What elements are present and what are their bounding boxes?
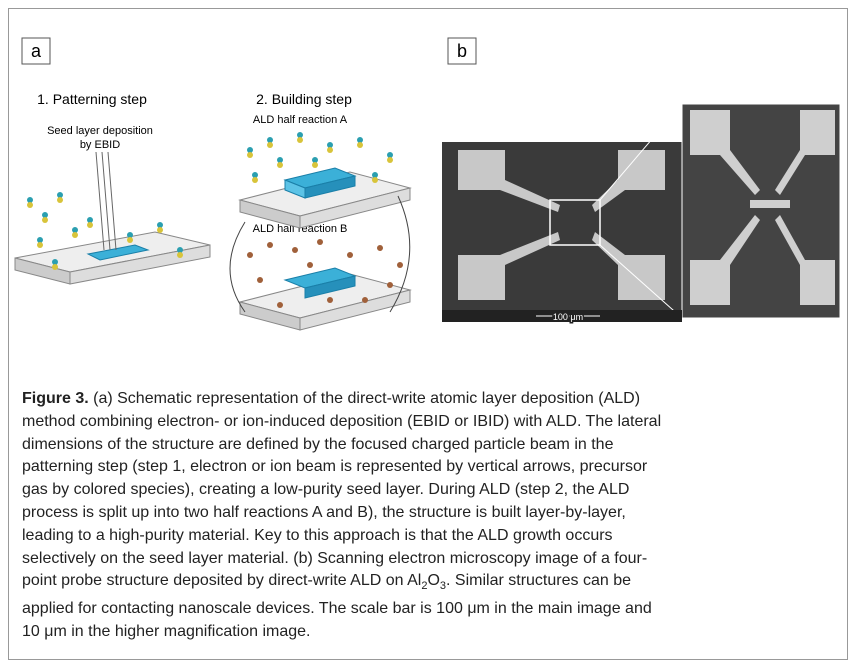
caption-text: applied for contacting nanoscale devices… bbox=[22, 600, 652, 617]
precursor-species bbox=[252, 177, 258, 183]
panel-label: b bbox=[457, 41, 467, 61]
step-title: 1. Patterning step bbox=[37, 91, 147, 107]
precursor-species bbox=[277, 162, 283, 168]
precursor-species bbox=[297, 137, 303, 143]
caption-text: method combining electron- or ion-induce… bbox=[22, 413, 661, 430]
caption-text: gas by colored species), creating a low-… bbox=[22, 481, 629, 498]
precursor-species bbox=[327, 147, 333, 153]
precursor-species bbox=[127, 237, 133, 243]
caption-line: patterning step (step 1, electron or ion… bbox=[22, 456, 661, 479]
precursor-species bbox=[372, 177, 378, 183]
caption-text: (a) Schematic representation of the dire… bbox=[89, 390, 640, 407]
caption-text: dimensions of the structure are defined … bbox=[22, 436, 613, 453]
precursor-species bbox=[57, 197, 63, 203]
precursor-species bbox=[292, 247, 298, 253]
precursor-species bbox=[177, 252, 183, 258]
precursor-species bbox=[377, 245, 383, 251]
precursor-species bbox=[87, 222, 93, 228]
caption-text: point probe structure deposited by direc… bbox=[22, 572, 421, 589]
caption-text: 10 μm in the higher magnification image. bbox=[22, 623, 310, 640]
precursor-species bbox=[247, 152, 253, 158]
caption-line: process is split up into two half reacti… bbox=[22, 502, 661, 525]
precursor-species bbox=[397, 262, 403, 268]
precursor-species bbox=[27, 202, 33, 208]
panel-label: a bbox=[31, 41, 42, 61]
precursor-species bbox=[357, 142, 363, 148]
caption-line: applied for contacting nanoscale devices… bbox=[22, 598, 661, 621]
caption-line: point probe structure deposited by direc… bbox=[22, 570, 661, 598]
precursor-species bbox=[347, 252, 353, 258]
substrates bbox=[15, 172, 410, 330]
precursor-species bbox=[37, 242, 43, 248]
caption-line: leading to a high-purity material. Key t… bbox=[22, 525, 661, 548]
caption: Figure 3. (a) Schematic representation o… bbox=[22, 388, 661, 644]
precursor-species bbox=[362, 297, 368, 303]
precursor-species bbox=[52, 264, 58, 270]
annotation: by EBID bbox=[80, 139, 120, 151]
caption-text: patterning step (step 1, electron or ion… bbox=[22, 458, 647, 475]
precursor-species bbox=[327, 297, 333, 303]
caption-text: process is split up into two half reacti… bbox=[22, 504, 626, 521]
figure-label: Figure 3. bbox=[22, 390, 89, 407]
page: a b 1. Patterning step 2. Building step … bbox=[0, 0, 864, 646]
precursor-species bbox=[72, 232, 78, 238]
precursor-species bbox=[387, 157, 393, 163]
caption-line: dimensions of the structure are defined … bbox=[22, 434, 661, 457]
caption-line: Figure 3. (a) Schematic representation o… bbox=[22, 388, 661, 411]
caption-text: O bbox=[427, 572, 439, 589]
caption-line: method combining electron- or ion-induce… bbox=[22, 411, 661, 434]
precursor-species bbox=[277, 302, 283, 308]
precursor-species bbox=[247, 252, 253, 258]
beam bbox=[96, 152, 116, 250]
precursor-species bbox=[267, 242, 273, 248]
scale-label: 100 μm bbox=[553, 312, 583, 322]
caption-line: 10 μm in the higher magnification image. bbox=[22, 621, 661, 644]
caption-text: . Similar structures can be bbox=[446, 572, 631, 589]
precursor-species bbox=[42, 217, 48, 223]
precursor-species bbox=[307, 262, 313, 268]
step-title: 2. Building step bbox=[256, 91, 352, 107]
annotation: ALD half reaction A bbox=[253, 114, 348, 126]
precursor-species bbox=[387, 282, 393, 288]
figure-art: a b 1. Patterning step 2. Building step … bbox=[0, 0, 864, 380]
precursor-species bbox=[267, 142, 273, 148]
caption-text: selectively on the seed layer material. … bbox=[22, 550, 647, 567]
caption-text: leading to a high-purity material. Key t… bbox=[22, 527, 613, 544]
precursor-species bbox=[257, 277, 263, 283]
precursor-species bbox=[157, 227, 163, 233]
caption-line: gas by colored species), creating a low-… bbox=[22, 479, 661, 502]
precursor-species bbox=[317, 239, 323, 245]
precursor-species bbox=[312, 162, 318, 168]
caption-line: selectively on the seed layer material. … bbox=[22, 548, 661, 571]
annotation: Seed layer deposition bbox=[47, 125, 153, 137]
